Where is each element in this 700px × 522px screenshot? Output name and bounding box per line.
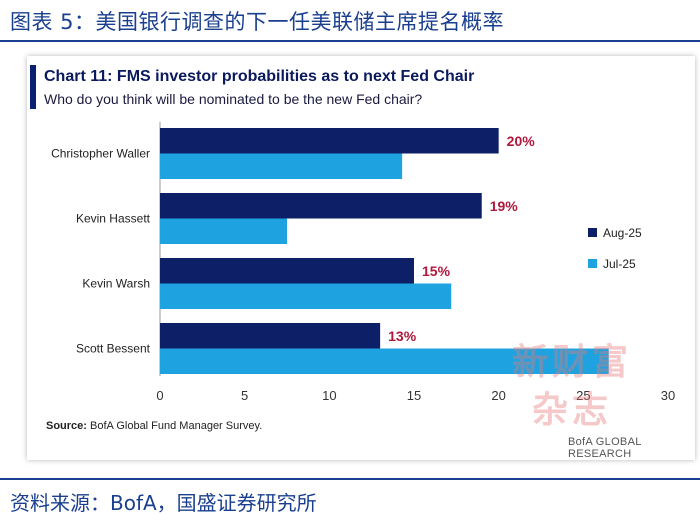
bar-jul-3	[160, 283, 452, 309]
x-tick-label-30: 30	[661, 388, 675, 403]
bar-aug-2	[160, 193, 482, 219]
data-label-aug-3: 15%	[422, 263, 451, 279]
source-label: Source:	[46, 420, 87, 432]
bar-jul-4	[160, 348, 609, 374]
chart-source-note: Source: BofA Global Fund Manager Survey.	[46, 420, 262, 432]
bar-aug-4	[160, 323, 381, 349]
legend-label-jul: Jul-25	[603, 257, 636, 271]
category-label-1: Christopher Waller	[51, 147, 150, 161]
legend-label-aug: Aug-25	[603, 226, 642, 240]
figure-source: 资料来源：BofA，国盛证券研究所	[10, 491, 317, 515]
bar-jul-1	[160, 153, 403, 179]
x-tick-label-0: 0	[156, 388, 163, 403]
data-label-aug-4: 13%	[388, 328, 417, 344]
bar-aug-3	[160, 258, 414, 284]
data-label-aug-2: 19%	[490, 198, 519, 214]
chart-accent-bar	[30, 65, 36, 109]
source-text: BofA Global Fund Manager Survey.	[90, 420, 263, 432]
bar-jul-2	[160, 218, 287, 244]
top-rule	[0, 40, 700, 42]
x-tick-label-5: 5	[241, 388, 248, 403]
category-label-3: Kevin Warsh	[82, 277, 150, 291]
x-tick-label-25: 25	[576, 388, 590, 403]
chart-subtitle: Who do you think will be nominated to be…	[44, 91, 423, 107]
watermark-line-2: 杂志	[531, 389, 612, 431]
legend-swatch-aug	[588, 228, 597, 237]
bottom-rule	[0, 478, 700, 480]
x-tick-label-20: 20	[491, 388, 505, 403]
legend-swatch-jul	[588, 259, 597, 268]
watermark-line-1: 新财富	[511, 341, 632, 383]
brand-label: BofA GLOBAL RESEARCH	[568, 436, 642, 460]
bar-aug-1	[160, 128, 499, 154]
x-tick-label-10: 10	[322, 388, 336, 403]
category-label-2: Kevin Hassett	[76, 212, 151, 226]
figure-title: 图表 5：美国银行调查的下一任美联储主席提名概率	[10, 10, 505, 34]
data-label-aug-1: 20%	[507, 133, 536, 149]
category-label-4: Scott Bessent	[76, 342, 151, 356]
chart-title: Chart 11: FMS investor probabilities as …	[44, 68, 475, 85]
watermark: 新财富 杂志	[492, 338, 652, 434]
x-tick-label-15: 15	[407, 388, 421, 403]
